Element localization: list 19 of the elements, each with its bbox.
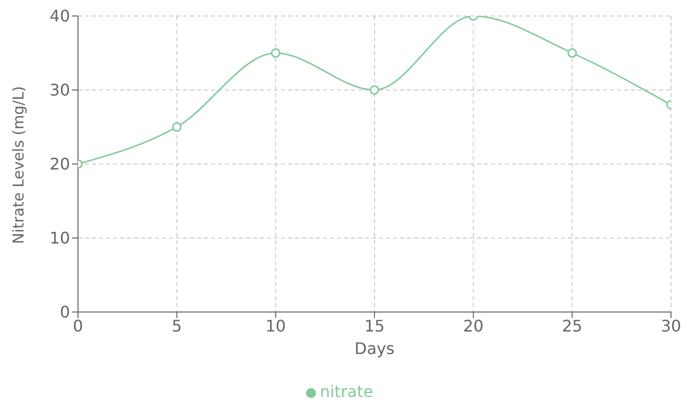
y-tick-label: 30: [50, 80, 70, 100]
x-axis-title: Days: [354, 339, 394, 358]
x-tick-label: 30: [660, 316, 682, 336]
point: [172, 122, 182, 132]
point: [270, 48, 280, 58]
x-tick-label: 0: [72, 316, 84, 336]
y-tick-label: 20: [50, 154, 70, 174]
x-tick-label: 10: [265, 316, 286, 336]
legend-label: nitrate: [320, 382, 374, 401]
x-tick-label: 15: [364, 316, 385, 336]
y-axis-title: Nitrate Levels (mg/L): [9, 86, 28, 244]
x-tick-label: 20: [463, 316, 484, 336]
x-tick-label: 25: [562, 316, 582, 336]
x-tick-label: 5: [172, 316, 182, 336]
y-tick-label: 10: [50, 228, 70, 248]
point: [567, 48, 577, 58]
y-tick-label: 40: [50, 6, 70, 26]
y-tick-label: 0: [60, 302, 70, 322]
point: [370, 85, 380, 95]
